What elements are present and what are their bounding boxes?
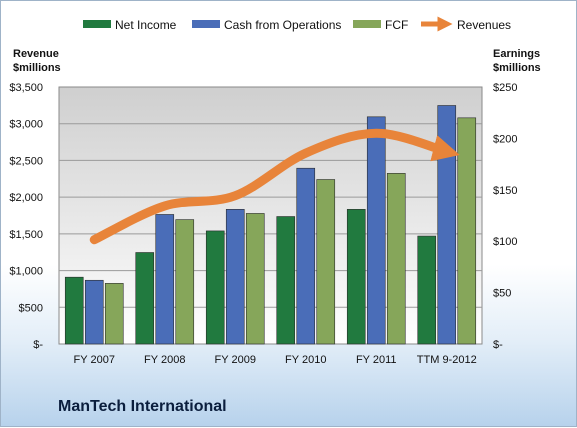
revenue-line-path xyxy=(89,128,460,245)
left-tick-label: $3,000 xyxy=(9,119,43,131)
left-axis-ticks: $- $500 $1,000 $1,500 $2,000 $2,500 $3,000 $3,5… xyxy=(9,82,43,351)
legend-label-fcf: FCF xyxy=(385,18,408,32)
bar-fcf xyxy=(457,117,477,345)
bar-cash-from-operations xyxy=(366,116,386,345)
bar-fcf xyxy=(245,213,265,345)
legend-label-cash-from-operations: Cash from Operations xyxy=(224,18,341,32)
right-tick-label: $50 xyxy=(493,288,511,300)
x-tick-label: FY 2010 xyxy=(285,354,326,366)
bar-cash-from-operations xyxy=(296,167,316,345)
plot-area xyxy=(58,86,483,345)
bar-net-income xyxy=(64,276,84,345)
left-tick-label: $500 xyxy=(19,302,43,314)
legend-swatch-fcf xyxy=(353,20,381,28)
bar-cash-from-operations xyxy=(225,209,245,345)
legend-swatch-cash-from-operations xyxy=(192,20,220,28)
left-tick-label: $3,500 xyxy=(9,82,43,94)
left-axis-title-line2: $millions xyxy=(13,62,61,74)
company-name: ManTech International xyxy=(58,398,227,415)
x-tick-label: FY 2009 xyxy=(215,354,256,366)
right-tick-label: $- xyxy=(493,339,503,351)
legend-item-fcf: FCF xyxy=(353,18,408,32)
legend-label-revenues: Revenues xyxy=(457,18,511,32)
gridlines xyxy=(59,123,482,308)
right-tick-label: $200 xyxy=(493,133,517,145)
bar-fcf xyxy=(104,283,124,345)
bar-fcf xyxy=(316,179,336,345)
left-tick-label: $1,000 xyxy=(9,266,43,278)
bar-net-income xyxy=(205,230,225,345)
x-axis-ticks: FY 2007 FY 2008 FY 2009 FY 2010 FY 2011 TTM 9… xyxy=(74,354,477,366)
right-tick-label: $150 xyxy=(493,185,517,197)
x-tick-label: TTM 9-2012 xyxy=(417,354,477,366)
bar-fcf xyxy=(175,219,195,345)
right-tick-label: $100 xyxy=(493,236,517,248)
bar-net-income xyxy=(135,252,155,345)
revenue-line xyxy=(89,128,460,245)
left-tick-label: $1,500 xyxy=(9,229,43,241)
bar-net-income xyxy=(276,216,296,345)
left-axis-title-line1: Revenue xyxy=(13,48,59,60)
legend: Net Income Cash from Operations FCF Reve… xyxy=(83,16,511,32)
bar-fcf xyxy=(386,173,406,345)
legend-swatch-net-income xyxy=(83,20,111,28)
bar-cash-from-operations xyxy=(155,214,175,345)
x-tick-label: FY 2008 xyxy=(144,354,185,366)
bar-net-income xyxy=(417,235,437,345)
left-tick-label: $2,000 xyxy=(9,192,43,204)
legend-item-net-income: Net Income xyxy=(83,18,177,32)
bars xyxy=(64,105,477,345)
left-tick-label: $- xyxy=(33,339,43,351)
legend-item-cash-from-operations: Cash from Operations xyxy=(192,18,341,32)
x-tick-label: FY 2011 xyxy=(356,354,397,366)
left-tick-label: $2,500 xyxy=(9,155,43,167)
right-axis-ticks: $- $50 $100 $150 $200 $250 xyxy=(493,82,517,351)
legend-label-net-income: Net Income xyxy=(115,18,177,32)
right-axis-title-line2: $millions xyxy=(493,62,541,74)
bar-net-income xyxy=(346,209,366,345)
bar-cash-from-operations xyxy=(84,279,104,345)
right-tick-label: $250 xyxy=(493,82,517,94)
right-axis-title-line1: Earnings xyxy=(493,48,540,60)
legend-item-revenues: Revenues xyxy=(421,16,511,32)
x-tick-label: FY 2007 xyxy=(74,354,115,366)
bar-cash-from-operations xyxy=(437,105,457,345)
